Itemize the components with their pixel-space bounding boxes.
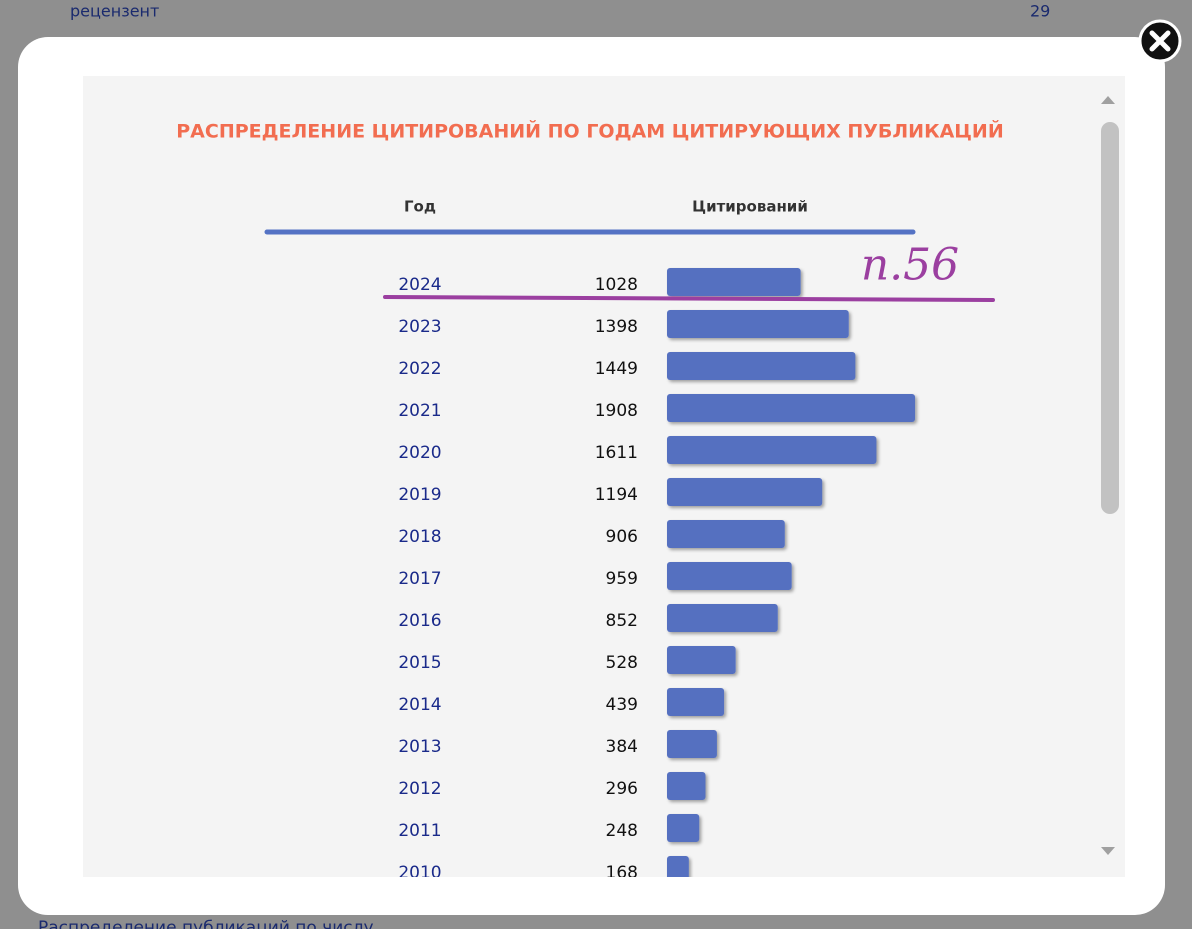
bar	[667, 268, 801, 296]
citation-count: 1398	[595, 317, 638, 337]
close-icon[interactable]	[1149, 30, 1171, 52]
bg-value: 29	[1030, 2, 1050, 21]
citation-count: 1908	[595, 401, 638, 421]
scroll-up[interactable]	[1101, 96, 1115, 104]
scrollbar	[1101, 96, 1119, 855]
bg-label: Распределение публикаций по числу	[38, 918, 374, 929]
citation-count: 248	[606, 821, 638, 841]
citation-count: 1028	[595, 275, 638, 295]
citation-count: 959	[606, 569, 638, 589]
citation-count: 168	[606, 863, 638, 883]
year-link: 2011	[398, 821, 441, 841]
bar	[667, 604, 778, 632]
citation-count: 439	[606, 695, 638, 715]
scroll-thumb[interactable]	[1101, 122, 1119, 514]
citation-count: 528	[606, 653, 638, 673]
citation-count: 1611	[595, 443, 638, 463]
column-header: Год	[404, 198, 436, 216]
annotation-line	[383, 295, 995, 302]
annotation: п.56	[861, 240, 959, 291]
bar	[667, 856, 689, 877]
year-link: 2010	[398, 863, 441, 883]
bar	[667, 520, 785, 548]
year-link: 2013	[398, 737, 441, 757]
bar	[667, 772, 706, 800]
year-link: 2019	[398, 485, 441, 505]
year-link: 2016	[398, 611, 441, 631]
year-link: 2018	[398, 527, 441, 547]
title: РАСПРЕДЕЛЕНИЕ ЦИТИРОВАНИЙ ПО ГОДАМ ЦИТИР…	[176, 120, 1003, 143]
year-link: 2017	[398, 569, 441, 589]
scroll-down[interactable]	[1101, 847, 1115, 855]
citation-count: 906	[606, 527, 638, 547]
citation-count: 296	[606, 779, 638, 799]
citation-count: 1449	[595, 359, 638, 379]
year-link: 2021	[398, 401, 441, 421]
bg-label: рецензент	[70, 2, 159, 21]
content-panel	[83, 76, 1125, 877]
citation-count: 852	[606, 611, 638, 631]
citation-count: 384	[606, 737, 638, 757]
bar	[667, 394, 916, 422]
bar	[667, 436, 877, 464]
bar	[667, 730, 717, 758]
bar	[667, 310, 849, 338]
year-link: 2024	[398, 275, 441, 295]
close-button[interactable]	[1138, 19, 1182, 63]
year-link: 2023	[398, 317, 441, 337]
bar	[667, 646, 736, 674]
year-link: 2014	[398, 695, 441, 715]
bar	[667, 688, 725, 716]
year-link: 2012	[398, 779, 441, 799]
content: РАСПРЕДЕЛЕНИЕ ЦИТИРОВАНИЙ ПО ГОДАМ ЦИТИР…	[176, 120, 1004, 883]
bar	[667, 352, 856, 380]
bar	[667, 562, 792, 590]
bar	[667, 814, 700, 842]
year-link: 2022	[398, 359, 441, 379]
year-link: 2020	[398, 443, 441, 463]
column-header: Цитирований	[692, 198, 808, 216]
year-link: 2015	[398, 653, 441, 673]
citation-count: 1194	[595, 485, 638, 505]
bar	[667, 478, 823, 506]
